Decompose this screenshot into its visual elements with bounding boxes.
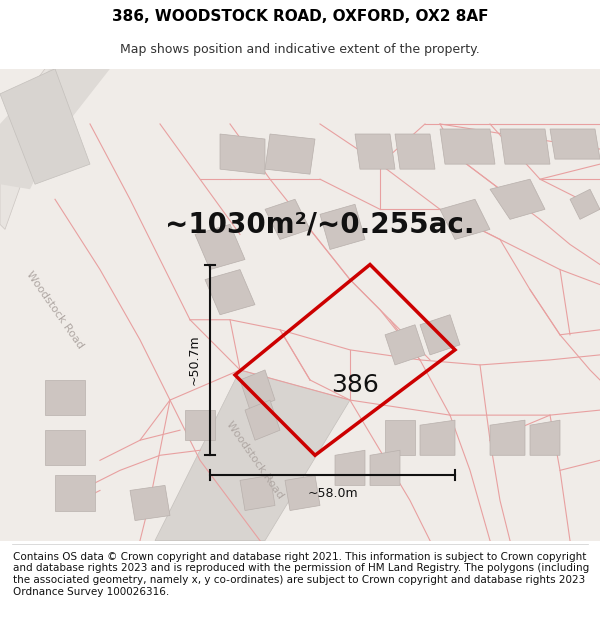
Text: ~58.0m: ~58.0m bbox=[307, 487, 358, 500]
Text: Woodstock Road: Woodstock Road bbox=[25, 269, 85, 350]
Polygon shape bbox=[440, 199, 490, 239]
Polygon shape bbox=[155, 370, 350, 541]
Polygon shape bbox=[285, 476, 320, 511]
Text: Contains OS data © Crown copyright and database right 2021. This information is : Contains OS data © Crown copyright and d… bbox=[13, 552, 589, 597]
Polygon shape bbox=[205, 269, 255, 315]
Polygon shape bbox=[0, 69, 600, 541]
Polygon shape bbox=[335, 450, 365, 486]
Polygon shape bbox=[0, 69, 100, 159]
Polygon shape bbox=[185, 410, 215, 440]
Text: 386: 386 bbox=[331, 373, 379, 397]
Polygon shape bbox=[320, 204, 365, 249]
Polygon shape bbox=[45, 430, 85, 466]
Text: 386, WOODSTOCK ROAD, OXFORD, OX2 8AF: 386, WOODSTOCK ROAD, OXFORD, OX2 8AF bbox=[112, 9, 488, 24]
Polygon shape bbox=[45, 380, 85, 415]
Polygon shape bbox=[0, 69, 110, 189]
Polygon shape bbox=[130, 486, 170, 521]
Polygon shape bbox=[195, 224, 245, 269]
Polygon shape bbox=[385, 420, 415, 455]
Polygon shape bbox=[220, 134, 265, 174]
Polygon shape bbox=[570, 189, 600, 219]
Polygon shape bbox=[440, 129, 495, 164]
Polygon shape bbox=[490, 179, 545, 219]
Polygon shape bbox=[530, 420, 560, 455]
Polygon shape bbox=[500, 129, 550, 164]
Polygon shape bbox=[395, 134, 435, 169]
Polygon shape bbox=[265, 134, 315, 174]
Text: Woodstock Road: Woodstock Road bbox=[224, 420, 286, 501]
Polygon shape bbox=[55, 476, 95, 511]
Polygon shape bbox=[265, 199, 310, 239]
Text: ~1030m²/~0.255ac.: ~1030m²/~0.255ac. bbox=[165, 211, 475, 238]
Polygon shape bbox=[550, 129, 600, 159]
Polygon shape bbox=[240, 370, 275, 410]
Polygon shape bbox=[490, 420, 525, 455]
Polygon shape bbox=[0, 69, 90, 184]
Polygon shape bbox=[245, 400, 280, 440]
Polygon shape bbox=[240, 476, 275, 511]
Text: ~50.7m: ~50.7m bbox=[187, 334, 200, 385]
Polygon shape bbox=[420, 420, 455, 455]
Polygon shape bbox=[0, 149, 30, 229]
Text: Map shows position and indicative extent of the property.: Map shows position and indicative extent… bbox=[120, 42, 480, 56]
Polygon shape bbox=[385, 325, 425, 365]
Polygon shape bbox=[420, 315, 460, 355]
Polygon shape bbox=[355, 134, 395, 169]
Polygon shape bbox=[370, 450, 400, 486]
